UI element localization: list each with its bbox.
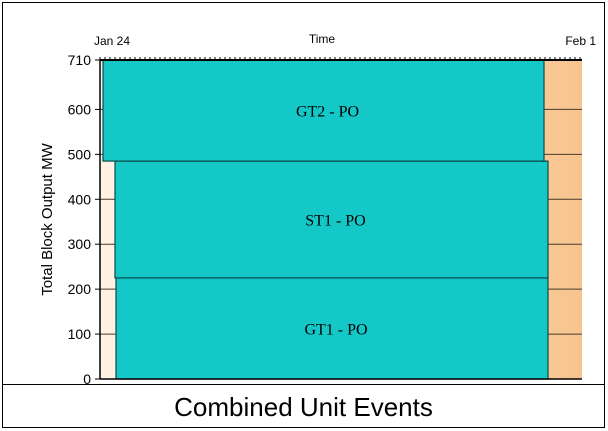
y-tick-label: 200 (68, 281, 92, 297)
y-tick-label: 100 (68, 326, 92, 342)
x-tick-label-end: Feb 1 (565, 34, 596, 48)
y-tick-label: 500 (68, 146, 92, 162)
y-tick-label: 710 (68, 52, 92, 68)
y-tick-label: 400 (68, 191, 92, 207)
y-tick-label: 600 (68, 101, 92, 117)
y-tick-label: 300 (68, 236, 92, 252)
x-axis-title: Time (309, 32, 336, 46)
event-block-label: ST1 - PO (305, 213, 365, 230)
y-axis-title: Total Block Output MW (39, 142, 56, 295)
x-tick-label-start: Jan 24 (94, 34, 130, 48)
event-block-label: GT2 - PO (296, 104, 359, 121)
event-block-label: GT1 - PO (304, 321, 367, 338)
y-tick-label: 0 (83, 371, 91, 387)
